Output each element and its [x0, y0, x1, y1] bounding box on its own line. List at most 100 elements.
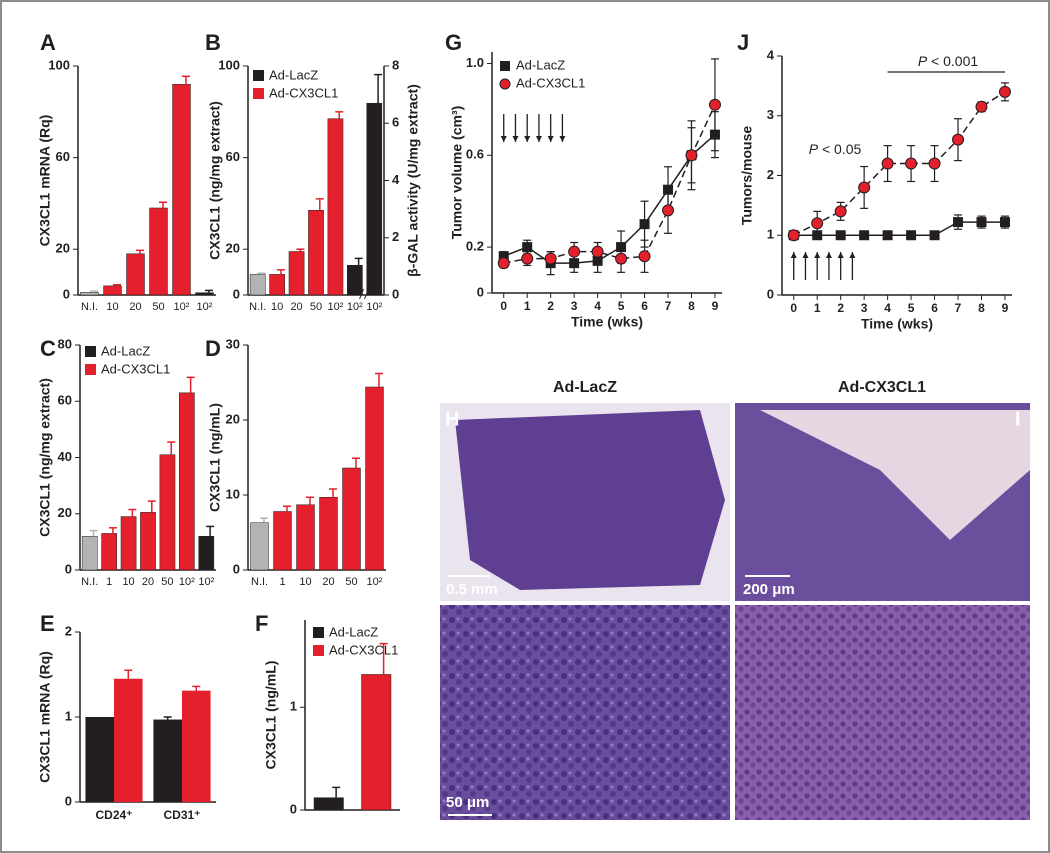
x-tick-label: 10: [106, 301, 118, 313]
image-h-bottom: [440, 605, 730, 820]
bar: [288, 251, 305, 296]
x-tick-label: 3: [861, 301, 868, 315]
x-tick-label: 4: [594, 299, 601, 313]
point: [498, 251, 509, 262]
annotation: P < 0.001: [918, 53, 979, 69]
legend-label: Ad-LacZ: [516, 57, 565, 72]
y-axis-label: CX3CL1 mRNA (Rq): [37, 651, 53, 783]
legend-label: Ad-CX3CL1: [101, 361, 170, 376]
injection-arrowhead: [825, 252, 832, 258]
stroma: [760, 410, 1030, 540]
x-tick-label: 4: [884, 301, 891, 315]
bar: [140, 512, 156, 571]
x-tick-label: 20: [129, 301, 141, 313]
legend-label: Ad-LacZ: [329, 624, 378, 639]
panel-label: I: [1015, 408, 1021, 430]
y-tick-label: 40: [58, 449, 72, 464]
point: [569, 258, 580, 269]
legend-swatch: [85, 364, 96, 375]
point: [929, 230, 940, 241]
x-tick-label: 1: [814, 301, 821, 315]
point: [975, 100, 988, 113]
y-axis-label: Tumor volume (cm³): [449, 106, 465, 240]
legend-label: Ad-CX3CL1: [516, 75, 585, 90]
legend-label: Ad-LacZ: [269, 67, 318, 82]
image-i-bottom: [735, 605, 1030, 820]
legend-label: Ad-CX3CL1: [269, 85, 338, 100]
bar: [159, 454, 176, 571]
y-axis-label: Tumors/mouse: [739, 126, 755, 226]
y2-tick-label: 4: [392, 172, 400, 187]
bar: [365, 386, 384, 571]
point: [522, 242, 533, 253]
y-tick-label: 0: [290, 801, 297, 816]
column-title: Ad-LacZ: [553, 379, 617, 396]
x-tick-label: 10²: [197, 301, 213, 313]
y2-tick-label: 2: [392, 229, 399, 244]
series-line: [793, 221, 1005, 236]
x-tick-label: 50: [310, 301, 322, 313]
x-axis-label: Time (wks): [571, 314, 643, 330]
y-axis-label: CX3CL1 (ng/mL): [263, 661, 279, 770]
bar: [319, 497, 338, 571]
point: [811, 217, 824, 230]
point: [685, 149, 698, 162]
bar: [179, 392, 195, 571]
injection-arrowhead: [802, 252, 809, 258]
bar: [342, 467, 361, 571]
legend-label: Ad-LacZ: [101, 343, 150, 358]
y-tick-label: 1: [65, 708, 72, 723]
y-tick-label: 1: [767, 227, 774, 242]
x-tick-label: 5: [908, 301, 915, 315]
y-tick-label: 60: [56, 149, 70, 164]
panel-label: C: [40, 336, 56, 361]
y2-tick-label: 6: [392, 115, 399, 130]
point: [544, 252, 557, 265]
injection-arrowhead: [500, 136, 507, 142]
point: [591, 245, 604, 258]
injection-arrowhead: [849, 252, 856, 258]
point: [639, 219, 650, 230]
y-tick-label: 60: [58, 393, 72, 408]
x-tick-label: CD31⁺: [163, 808, 200, 822]
bar: [103, 285, 122, 296]
legend-marker: [499, 78, 511, 90]
panel-label: G: [445, 30, 462, 55]
y-tick-label: 0: [477, 284, 484, 299]
y-tick-label: 2: [767, 167, 774, 182]
x-tick-label: 5: [618, 299, 625, 313]
x-tick-label: 9: [712, 299, 719, 313]
x-tick-label: 20: [322, 576, 334, 588]
y-axis-label: CX3CL1 (ng/mg extract): [37, 378, 53, 537]
point: [662, 204, 675, 217]
bar: [195, 292, 214, 296]
x-tick-label: 0: [500, 299, 507, 313]
point: [881, 157, 894, 170]
bar: [308, 210, 324, 296]
scale-bar-label: 0.5 mm: [446, 581, 498, 598]
bar: [172, 84, 191, 296]
column-title: Ad-CX3CL1: [838, 379, 926, 396]
bar: [120, 516, 137, 571]
y-tick-label: 20: [226, 241, 240, 256]
y-tick-label: 3: [767, 107, 774, 122]
y-tick-label: 20: [226, 411, 240, 426]
bar: [327, 118, 344, 296]
y-tick-label: 100: [218, 57, 240, 72]
panel-label: A: [40, 30, 56, 55]
point: [928, 157, 941, 170]
x-tick-label: 6: [641, 299, 648, 313]
x-tick-label: CD24⁺: [95, 808, 132, 822]
bar: [80, 292, 99, 296]
y-tick-label: 0: [767, 286, 774, 301]
x-tick-label: 7: [665, 299, 672, 313]
panel-label: D: [205, 336, 221, 361]
y-tick-label: 80: [58, 336, 72, 351]
injection-arrowhead: [559, 136, 566, 142]
x-tick-label: N.I.: [81, 576, 98, 588]
point: [882, 230, 893, 241]
x-tick-label: 1: [106, 576, 112, 588]
scale-bar-label: 200 μm: [743, 581, 795, 598]
x-tick-label: 10²: [198, 576, 214, 588]
